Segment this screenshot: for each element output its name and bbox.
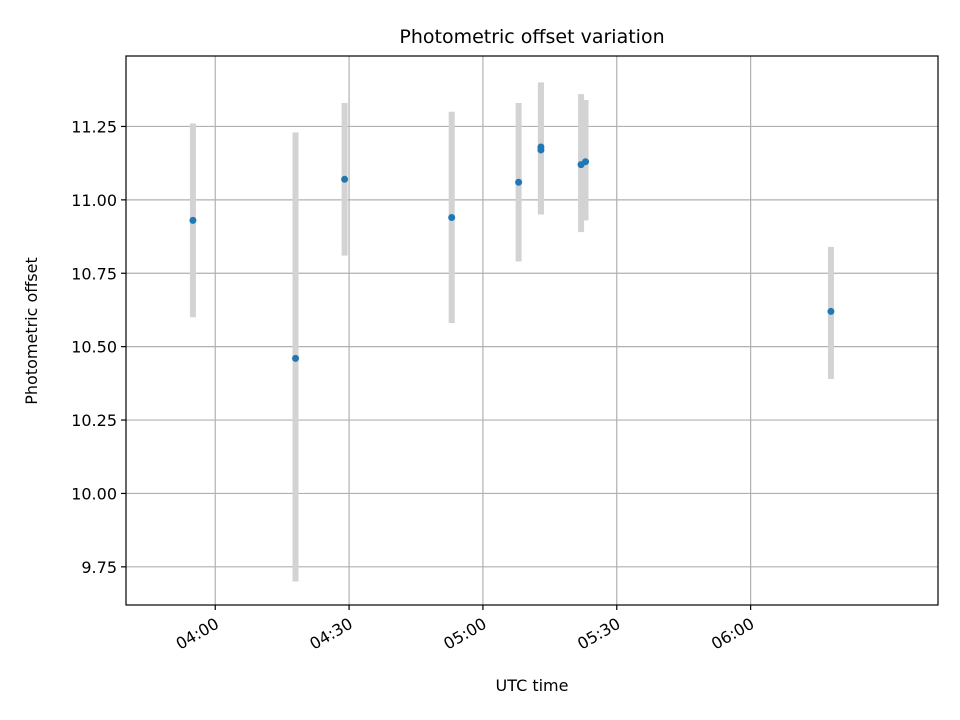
y-tick-label: 11.00 [71, 191, 117, 210]
data-point [582, 158, 590, 166]
markers [189, 143, 835, 362]
plot-area-frame [125, 55, 939, 606]
y-axis-label: Photometric offset [22, 257, 41, 405]
y-tick-label: 10.25 [71, 411, 117, 430]
y-axis: 9.75 10.00 10.25 10.50 10.75 11.00 11.25 [71, 117, 126, 577]
y-tick-label: 10.00 [71, 484, 117, 503]
y-tick-label: 10.50 [71, 338, 117, 357]
grid [126, 56, 938, 605]
data-point [448, 213, 456, 221]
data-point [827, 307, 835, 315]
x-axis-label: UTC time [496, 676, 569, 695]
data-point [189, 216, 197, 224]
data-point [515, 178, 523, 186]
chart-title: Photometric offset variation [399, 26, 664, 48]
y-tick-label: 9.75 [81, 558, 117, 577]
data-point [341, 175, 349, 183]
y-tick-label: 10.75 [71, 264, 117, 283]
data-point [537, 143, 545, 151]
y-tick-label: 11.25 [71, 117, 117, 136]
data-point [292, 354, 300, 362]
